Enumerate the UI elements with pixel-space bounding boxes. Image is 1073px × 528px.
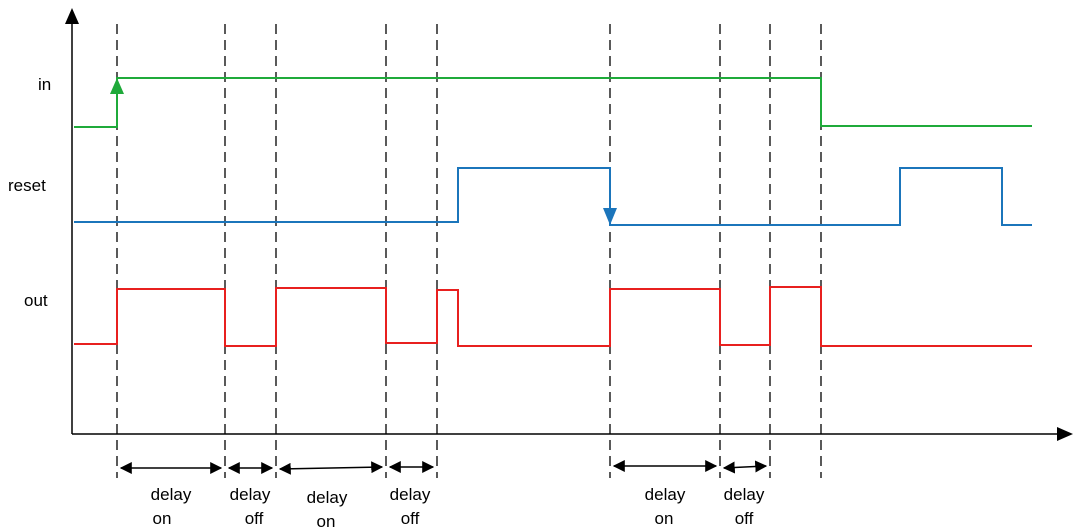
interval-label-line1: delay: [724, 485, 765, 504]
falling-edge-arrow-icon: [603, 208, 617, 225]
signal-label-reset: reset: [8, 176, 46, 195]
interval-label-line2: on: [153, 509, 172, 528]
interval-label-line1: delay: [307, 488, 348, 507]
interval-label-line2: off: [245, 509, 264, 528]
interval-label-line1: delay: [645, 485, 686, 504]
rising-edge-arrow-icon: [110, 78, 124, 94]
y-axis-arrow-icon: [65, 8, 79, 24]
reset-waveform: [74, 167, 1032, 226]
interval-arrow: [278, 461, 384, 475]
interval-arrows: [119, 460, 768, 475]
interval-label-line2: on: [655, 509, 674, 528]
out-waveform: [74, 286, 1032, 347]
axes: [65, 8, 1073, 441]
in-waveform: [74, 77, 1032, 128]
interval-label-line2: off: [735, 509, 754, 528]
interval-arrow: [722, 460, 768, 474]
interval-label-line2: on: [317, 512, 336, 528]
interval-label-line1: delay: [230, 485, 271, 504]
interval-label-line1: delay: [390, 485, 431, 504]
interval-label-line2: off: [401, 509, 420, 528]
signal-label-out: out: [24, 291, 48, 310]
interval-label-line1: delay: [151, 485, 192, 504]
signal-label-in: in: [38, 75, 51, 94]
x-axis-arrow-icon: [1057, 427, 1073, 441]
guide-lines: [116, 24, 822, 478]
